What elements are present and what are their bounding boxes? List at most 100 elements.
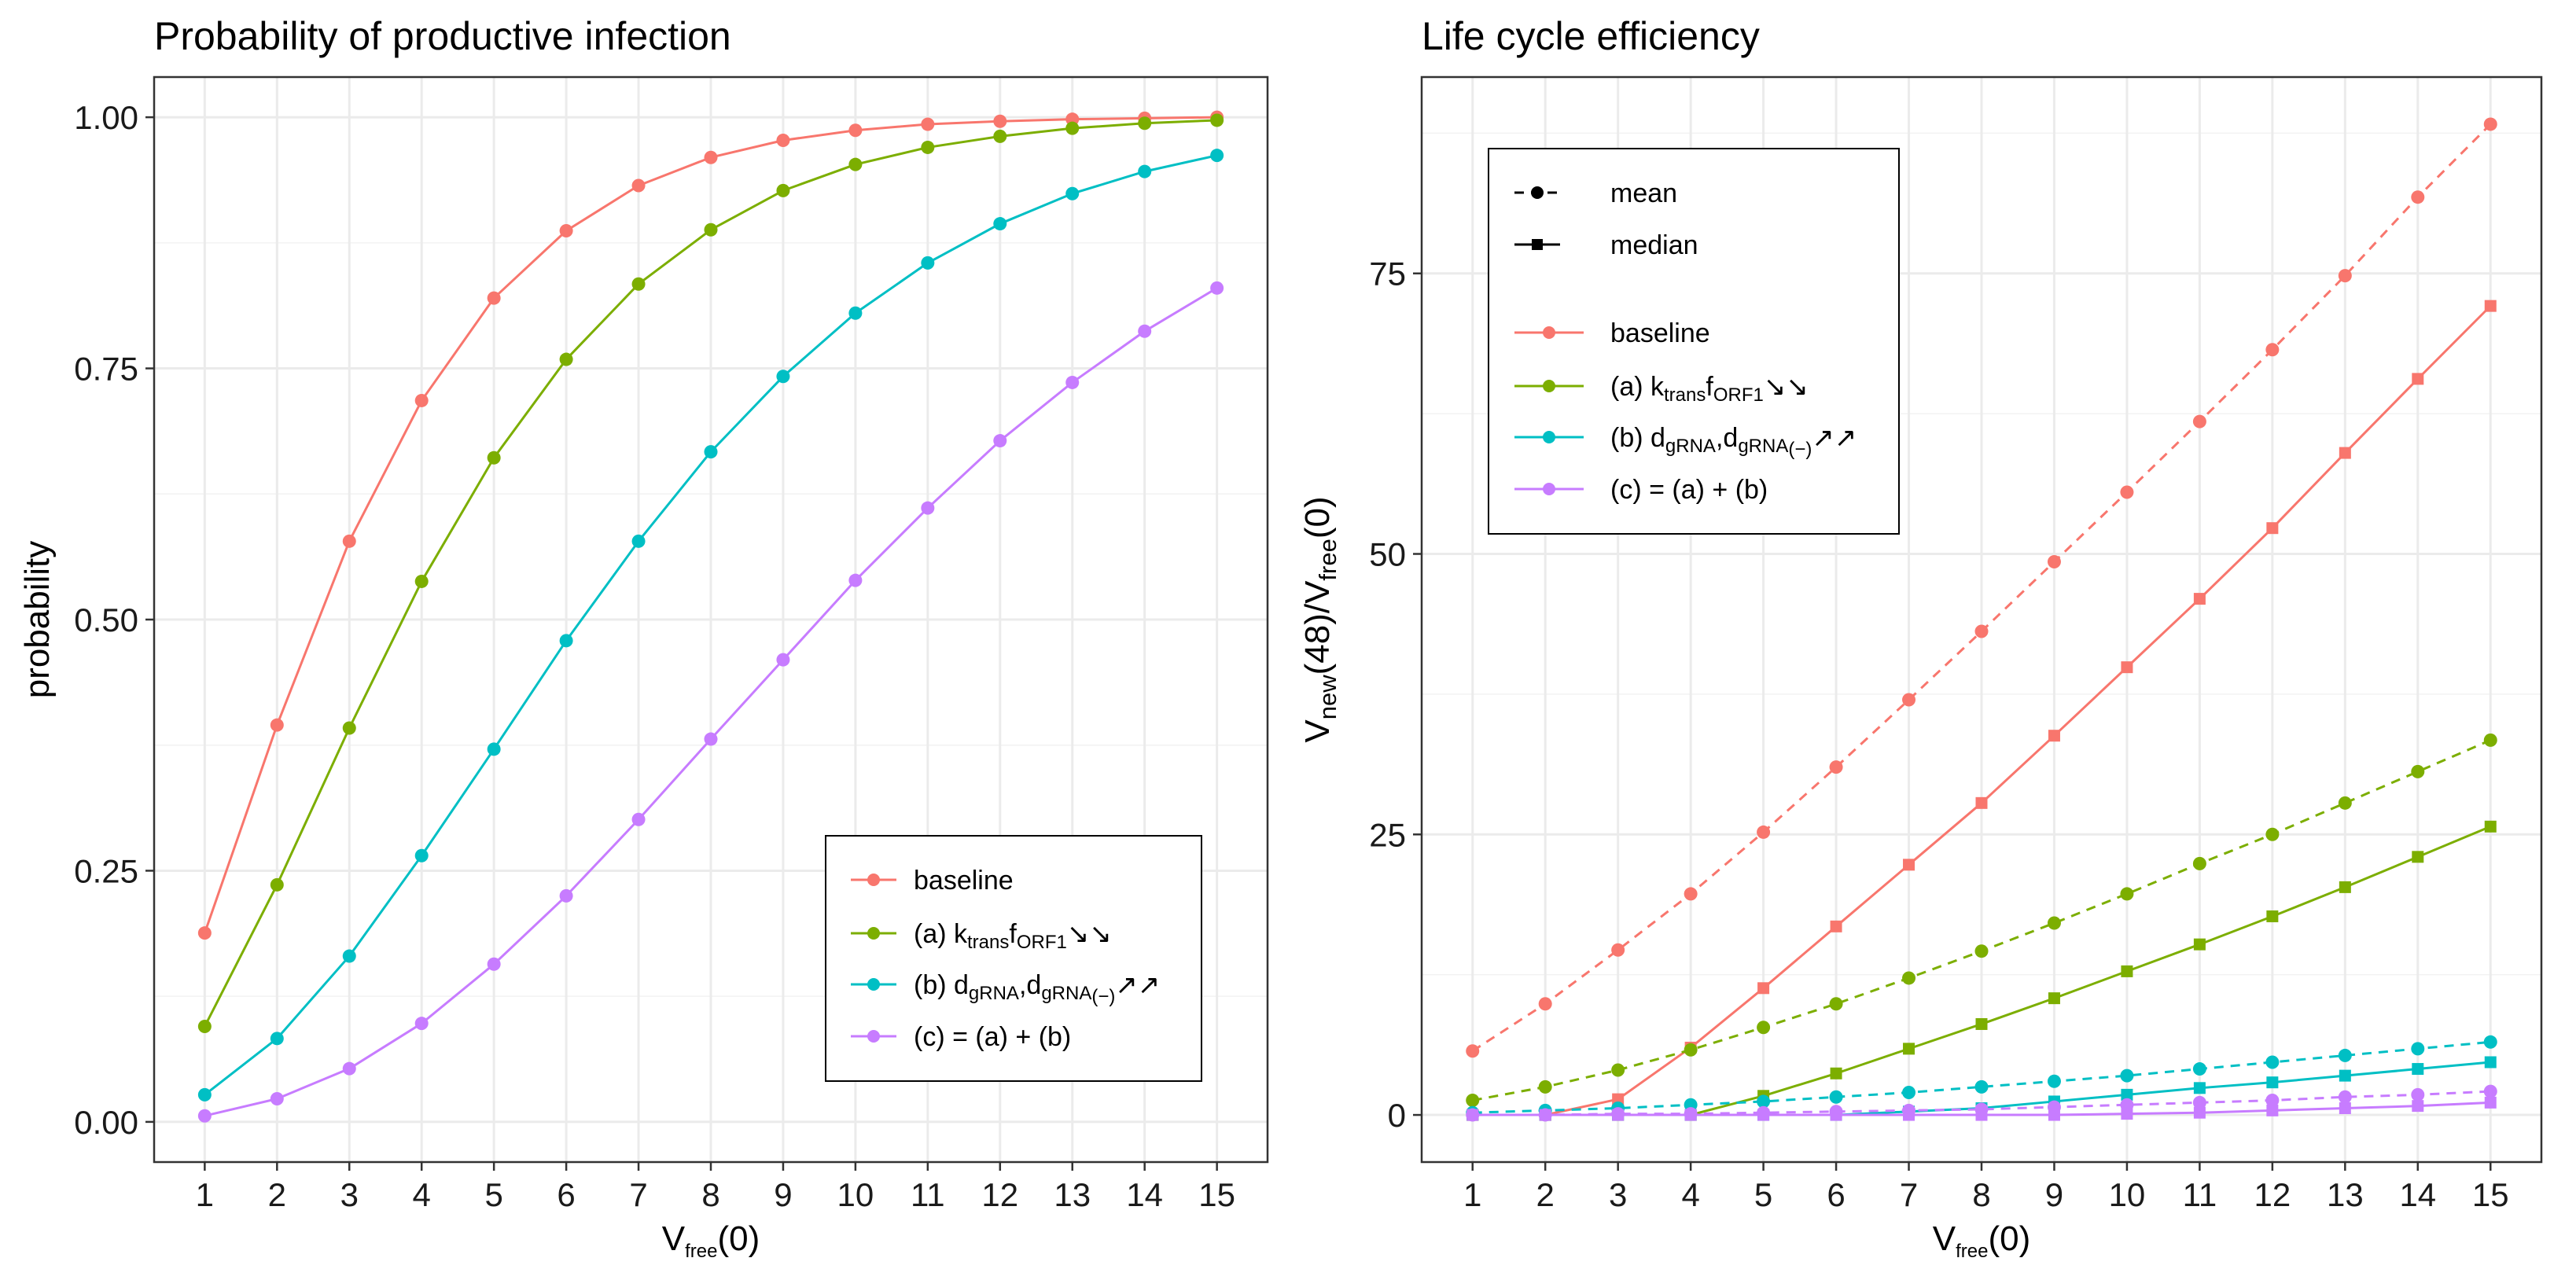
mean-series-point-b <box>1902 1086 1916 1100</box>
series-group <box>1466 117 2497 1122</box>
mean-series-point-b <box>2047 1074 2061 1088</box>
series-point-b <box>921 256 935 270</box>
series-point-b <box>414 848 429 863</box>
mean-series-point-a <box>1466 1094 1480 1108</box>
x-tick-label: 5 <box>1754 1176 1772 1213</box>
legend-key-point <box>1543 326 1555 339</box>
median-series-point-b <box>2121 1088 2133 1101</box>
mean-series-line-b <box>1472 1040 2491 1114</box>
mean-series-point-c <box>2047 1100 2061 1114</box>
series-point-c <box>414 1017 429 1031</box>
series-point-b <box>848 306 863 320</box>
median-series-point-a <box>2121 965 2133 977</box>
legend-label: (c) = (a) + (b) <box>914 1022 1071 1052</box>
x-tick-label: 4 <box>413 1176 431 1213</box>
median-series-point-baseline <box>2121 661 2133 674</box>
median-series-point-b <box>2484 1056 2497 1069</box>
y-ticks: 0.00 0.25 0.50 0.75 1.00 <box>74 99 154 1141</box>
x-tick-label: 15 <box>1198 1176 1235 1213</box>
series-point-c <box>559 888 573 903</box>
legend-key-point <box>1543 431 1555 443</box>
x-axis-label: Vfree(0) <box>662 1219 760 1262</box>
series-point-c <box>776 653 790 667</box>
median-series-point-c <box>2193 1106 2206 1119</box>
series-point-baseline <box>921 117 935 131</box>
median-series-point-c <box>2339 1102 2351 1114</box>
median-series-point-a <box>1830 1067 1842 1080</box>
x-tick-label: 13 <box>1054 1176 1091 1213</box>
legend-label: (a) ktransfORF1↘↘ <box>1610 372 1809 406</box>
median-series-point-a <box>2484 820 2497 833</box>
y-tick-label: 50 <box>1369 536 1406 573</box>
median-series-point-baseline <box>1903 859 1915 871</box>
mean-series-point-a <box>1829 997 1843 1011</box>
legend-key-point <box>1531 186 1544 199</box>
legend-label: median <box>1610 230 1698 260</box>
series-point-c <box>848 573 863 587</box>
mean-series-point-b <box>2192 1062 2206 1076</box>
series-point-b <box>1065 186 1080 200</box>
x-tick-label: 7 <box>629 1176 647 1213</box>
series-point-b <box>631 534 646 548</box>
mean-series-point-baseline <box>2047 555 2061 569</box>
panel-title: Probability of productive infection <box>154 14 731 58</box>
x-ticks: 1 2 3 4 5 6 7 8 9 10 11 12 13 14 15 <box>196 1162 1235 1213</box>
x-tick-label: 1 <box>1463 1176 1481 1213</box>
y-axis-label: Vnew(48)/Vfree(0) <box>1298 496 1341 742</box>
mean-series-point-baseline <box>2411 190 2425 204</box>
legend-item-c: (c) = (a) + (b) <box>1514 475 1768 505</box>
mean-series-point-baseline <box>2265 343 2280 357</box>
mean-series-point-a <box>1974 944 1989 958</box>
mean-series-point-c <box>1684 1107 1698 1121</box>
mean-series-point-c <box>1538 1108 1552 1122</box>
x-tick-label: 2 <box>1536 1176 1555 1213</box>
mean-series-point-a <box>2483 733 2497 747</box>
mean-series-point-baseline <box>1902 693 1916 707</box>
x-tick-label: 13 <box>2327 1176 2364 1213</box>
series-point-b <box>342 949 356 963</box>
series-point-baseline <box>197 926 212 940</box>
y-tick-label: 1.00 <box>74 99 138 136</box>
series-point-a <box>342 721 356 735</box>
y-tick-label: 75 <box>1369 256 1406 292</box>
y-tick-label: 25 <box>1369 816 1406 853</box>
mean-series-point-b <box>1974 1080 1989 1094</box>
y-axis-label: probability <box>18 541 57 699</box>
median-series-point-baseline <box>1612 1093 1625 1105</box>
series-point-a <box>414 574 429 588</box>
series-point-c <box>270 1092 284 1105</box>
mean-series-point-c <box>1829 1105 1843 1119</box>
x-tick-label: 10 <box>2109 1176 2146 1213</box>
legend-label: baseline <box>914 866 1014 896</box>
series-point-a <box>270 877 284 892</box>
median-series-point-c <box>2412 1100 2424 1113</box>
mean-series-point-baseline <box>1829 760 1843 774</box>
series-point-baseline <box>704 150 718 164</box>
legend-item-mean: mean <box>1514 178 1677 208</box>
x-tick-label: 4 <box>1681 1176 1699 1213</box>
legend-key-point <box>867 978 880 991</box>
mean-series-point-c <box>2483 1084 2497 1098</box>
mean-series-point-baseline <box>1611 943 1625 957</box>
mean-series-point-b <box>2338 1048 2352 1062</box>
series-point-baseline <box>776 134 790 147</box>
mean-series-point-a <box>2411 764 2425 778</box>
series-point-baseline <box>414 393 429 407</box>
series-point-a <box>993 129 1007 143</box>
series-point-a <box>921 140 935 154</box>
x-tick-label: 3 <box>1609 1176 1627 1213</box>
series-point-a <box>776 183 790 197</box>
mean-series-point-baseline <box>1538 997 1552 1011</box>
y-ticks: 0 25 50 75 <box>1369 256 1422 1134</box>
mean-series-point-c <box>2265 1094 2280 1108</box>
legend-key-point <box>867 1030 880 1043</box>
legend: baseline (a) ktransfORF1↘↘ (b) dgRNA,dgR… <box>825 835 1202 1082</box>
mean-series-point-a <box>1611 1063 1625 1077</box>
legend: mean median baseline (a) ktransfORF1↘↘ ( <box>1488 148 1900 535</box>
series-point-baseline <box>559 224 573 237</box>
x-tick-label: 9 <box>774 1176 792 1213</box>
series-point-a <box>848 157 863 171</box>
legend-item-baseline: baseline <box>1514 318 1710 348</box>
